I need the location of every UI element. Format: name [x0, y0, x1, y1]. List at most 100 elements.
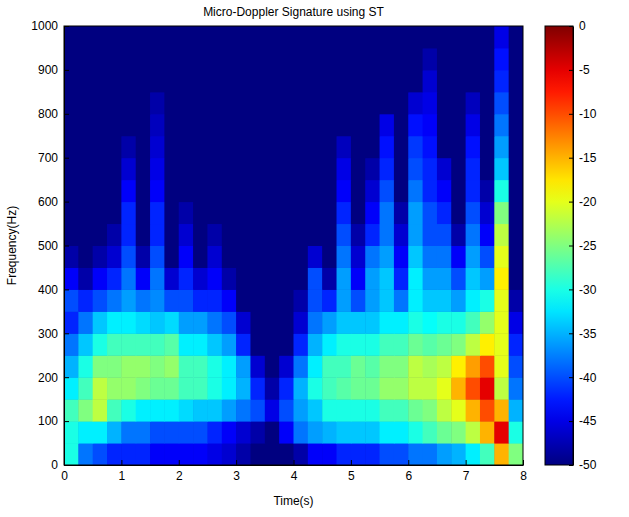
heatmap-cell [179, 180, 194, 202]
heatmap-cell [322, 399, 337, 421]
heatmap-cell [494, 224, 509, 246]
tick-label: 0 [51, 458, 58, 472]
heatmap-cell [121, 48, 136, 70]
heatmap-cell [250, 114, 265, 136]
heatmap-cell [107, 377, 122, 399]
heatmap-cell [193, 399, 208, 421]
heatmap-cell [294, 289, 309, 311]
tick: 1000 [31, 19, 69, 33]
heatmap-cell [408, 246, 423, 268]
heatmap-cell [279, 202, 294, 224]
heatmap-cell [294, 202, 309, 224]
heatmap-cell [494, 355, 509, 377]
heatmap-cell [121, 355, 136, 377]
heatmap-cell [423, 26, 438, 48]
heatmap-cell [466, 377, 481, 399]
heatmap-cell [322, 246, 337, 268]
heatmap-cell [136, 333, 151, 355]
heatmap-cell [322, 377, 337, 399]
heatmap-cell [121, 202, 136, 224]
heatmap-cell [64, 333, 79, 355]
heatmap-cell [207, 267, 222, 289]
heatmap-cell [250, 267, 265, 289]
tick-mark [569, 421, 573, 422]
heatmap-cell [93, 267, 108, 289]
heatmap-cell [322, 92, 337, 114]
heatmap-cell [236, 421, 251, 443]
heatmap-cell [164, 92, 179, 114]
heatmap-cell [308, 399, 323, 421]
heatmap-cell [121, 443, 136, 465]
heatmap-cell [337, 224, 352, 246]
heatmap-cell [150, 421, 165, 443]
heatmap-cell [279, 267, 294, 289]
heatmap-cell [466, 158, 481, 180]
heatmap-cell [150, 355, 165, 377]
heatmap-cell [494, 136, 509, 158]
heatmap-cell [136, 180, 151, 202]
tick-mark [236, 460, 237, 465]
heatmap-cell [179, 48, 194, 70]
tick-label: 6 [405, 469, 412, 483]
heatmap-cell [380, 443, 395, 465]
heatmap-cell [423, 289, 438, 311]
heatmap-cell [494, 26, 509, 48]
heatmap-cell [394, 289, 409, 311]
heatmap-cell [451, 158, 466, 180]
heatmap-cell [466, 92, 481, 114]
heatmap-cell [222, 92, 237, 114]
heatmap-cell [337, 70, 352, 92]
heatmap-cell [322, 70, 337, 92]
heatmap-cell [93, 114, 108, 136]
heatmap-cell [308, 224, 323, 246]
heatmap-cell [222, 443, 237, 465]
heatmap-cell [351, 267, 366, 289]
heatmap-cell [509, 136, 523, 158]
heatmap-cell [380, 48, 395, 70]
heatmap-cell [480, 224, 495, 246]
heatmap-cell [64, 202, 79, 224]
heatmap-cell [437, 48, 452, 70]
heatmap-cell [451, 202, 466, 224]
heatmap-cell [451, 92, 466, 114]
heatmap-cell [136, 114, 151, 136]
heatmap-cell [121, 158, 136, 180]
heatmap-cell [380, 92, 395, 114]
heatmap-cell [337, 443, 352, 465]
heatmap-cell [451, 399, 466, 421]
heatmap-cell [394, 355, 409, 377]
heatmap-cell [236, 267, 251, 289]
heatmap-cell [308, 48, 323, 70]
heatmap-cell [179, 377, 194, 399]
heatmap-cell [107, 158, 122, 180]
heatmap-cell [365, 443, 380, 465]
tick: 1 [119, 460, 126, 483]
heatmap-cell [480, 267, 495, 289]
heatmap-cell [236, 311, 251, 333]
heatmap-cell [466, 246, 481, 268]
tick-mark [569, 289, 573, 290]
heatmap-cell [236, 333, 251, 355]
heatmap-cell [365, 246, 380, 268]
heatmap-cell [365, 399, 380, 421]
heatmap-cell [78, 224, 93, 246]
heatmap-cell [64, 267, 79, 289]
heatmap-cell [294, 26, 309, 48]
heatmap-cell [437, 202, 452, 224]
heatmap-cell [408, 180, 423, 202]
heatmap-cell [509, 377, 523, 399]
heatmap-cell [207, 289, 222, 311]
heatmap-cell [451, 421, 466, 443]
heatmap-cell [365, 114, 380, 136]
heatmap-cell [164, 443, 179, 465]
heatmap-cell [150, 92, 165, 114]
tick-mark [569, 246, 573, 247]
heatmap-cell [494, 70, 509, 92]
heatmap-cell [236, 355, 251, 377]
heatmap-cell [337, 289, 352, 311]
heatmap-cell [451, 70, 466, 92]
heatmap-cell [207, 202, 222, 224]
heatmap-cell [480, 92, 495, 114]
tick-mark [64, 202, 69, 203]
heatmap-cell [250, 180, 265, 202]
